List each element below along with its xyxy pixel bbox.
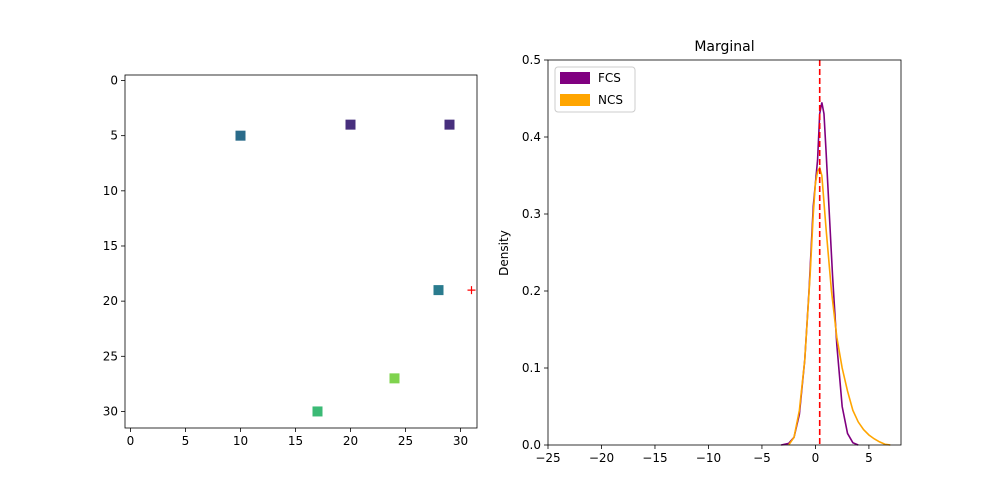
y-tick-label: 10 [103,184,118,198]
chart-title: Marginal [694,39,754,55]
y-tick-label: 0.2 [522,284,541,298]
y-tick-label: 15 [103,239,118,253]
legend-label-fcs: FCS [598,71,621,85]
y-axis-label: Density [497,230,511,276]
y-tick-label: 25 [103,349,118,363]
x-tick-label: 5 [182,434,190,448]
y-tick-label: 20 [103,294,118,308]
y-tick-label: 0.1 [522,361,541,375]
legend-label-ncs: NCS [598,93,623,107]
x-tick-label: 25 [398,434,413,448]
legend-swatch-fcs [560,72,590,84]
y-tick-label: 0.4 [522,130,541,144]
y-tick-label: 0.5 [522,53,541,67]
x-tick-label: −10 [696,451,721,465]
density-line-ncs [788,165,891,446]
x-tick-label: −20 [589,451,614,465]
scatter-point [235,130,246,141]
y-tick-label: 0.3 [522,207,541,221]
scatter-point [444,119,455,130]
scatter-panel: 0 5 10 15 20 25 30 0 5 10 15 20 25 30 [103,74,478,448]
density-axes-frame [547,59,902,446]
x-tick-label: −25 [535,451,560,465]
plus-marker [467,286,476,295]
legend: FCS NCS [554,66,636,113]
scatter-point [389,373,400,384]
density-panel: Marginal Density −25 −20 −15 −10 −5 0 5 0.0 0.1 0… [497,39,902,465]
y-tick-label: 30 [103,404,118,418]
x-tick-label: 5 [865,451,873,465]
x-tick-label: 0 [127,434,135,448]
x-tick-label: 10 [233,434,248,448]
x-tick-label: 0 [812,451,820,465]
scatter-point [345,119,356,130]
scatter-point [433,285,444,296]
legend-swatch-ncs [560,94,590,106]
x-tick-label: −5 [753,451,771,465]
y-tick-label: 5 [110,129,118,143]
scatter-axes-frame [124,74,478,429]
x-tick-label: −15 [642,451,667,465]
x-tick-label: 15 [288,434,303,448]
x-tick-label: 30 [453,434,468,448]
x-tick-label: 20 [343,434,358,448]
y-tick-label: 0.0 [522,438,541,452]
y-tick-label: 0 [110,74,118,88]
scatter-point [312,406,323,417]
